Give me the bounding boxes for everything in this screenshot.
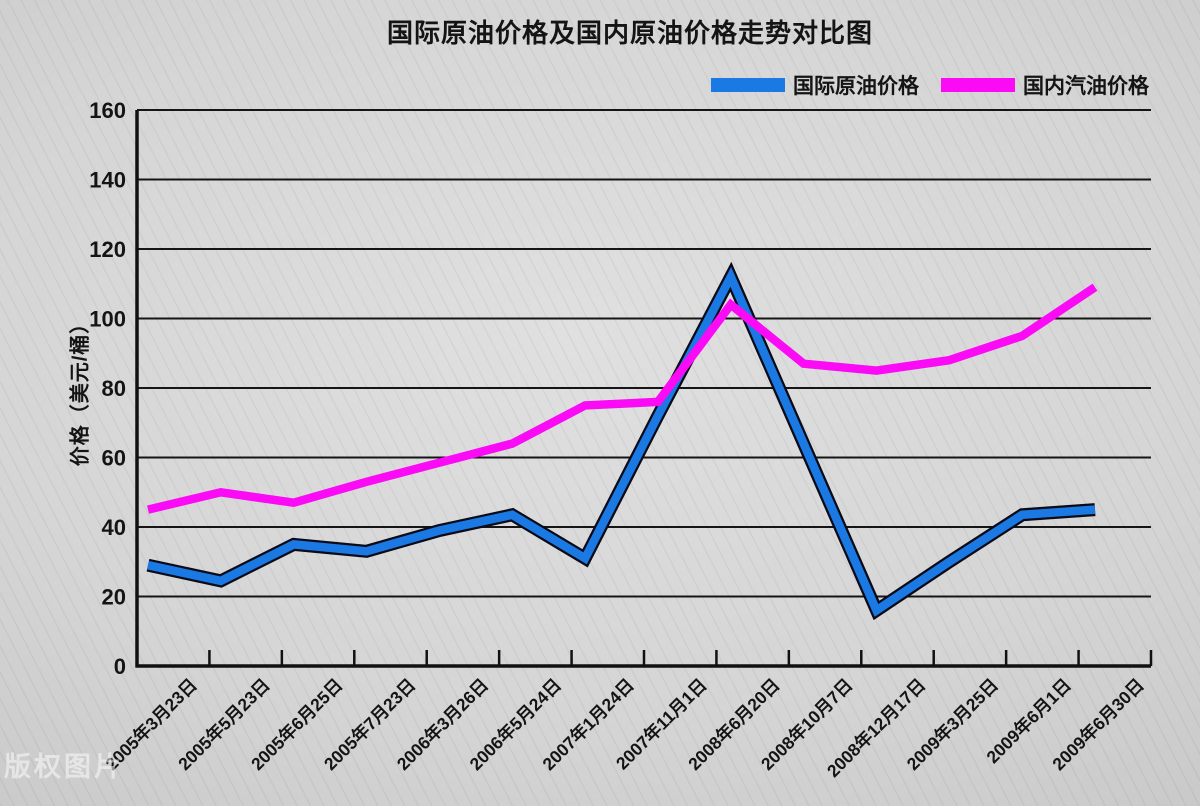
y-tick-label-60: 60 bbox=[102, 446, 126, 471]
y-tick-label-100: 100 bbox=[89, 307, 126, 332]
legend-item-international: 国际原油价格 bbox=[711, 70, 919, 100]
y-tick-label-120: 120 bbox=[89, 237, 126, 262]
legend-swatch-domestic-magenta bbox=[941, 78, 1015, 92]
y-tick-label-140: 140 bbox=[89, 168, 126, 193]
y-tick-label-80: 80 bbox=[102, 376, 126, 401]
legend-label-international: 国际原油价格 bbox=[793, 75, 919, 98]
legend-label-domestic: 国内汽油价格 bbox=[1023, 75, 1149, 98]
watermark: 版权图片 bbox=[4, 752, 124, 782]
series-line-1 bbox=[147, 283, 1098, 514]
y-tick-label-160: 160 bbox=[89, 98, 126, 123]
y-tick-label-0: 0 bbox=[114, 654, 126, 679]
series-line-0 bbox=[147, 266, 1096, 617]
legend: 国际原油价格 国内汽油价格 bbox=[711, 71, 1149, 99]
legend-item-domestic: 国内汽油价格 bbox=[941, 70, 1149, 100]
y-tick-label-20: 20 bbox=[102, 585, 126, 610]
chart-title: 国际原油价格及国内原油价格走势对比图 bbox=[386, 18, 873, 48]
legend-swatch-international-blue bbox=[711, 78, 785, 92]
y-tick-label-40: 40 bbox=[102, 515, 126, 540]
